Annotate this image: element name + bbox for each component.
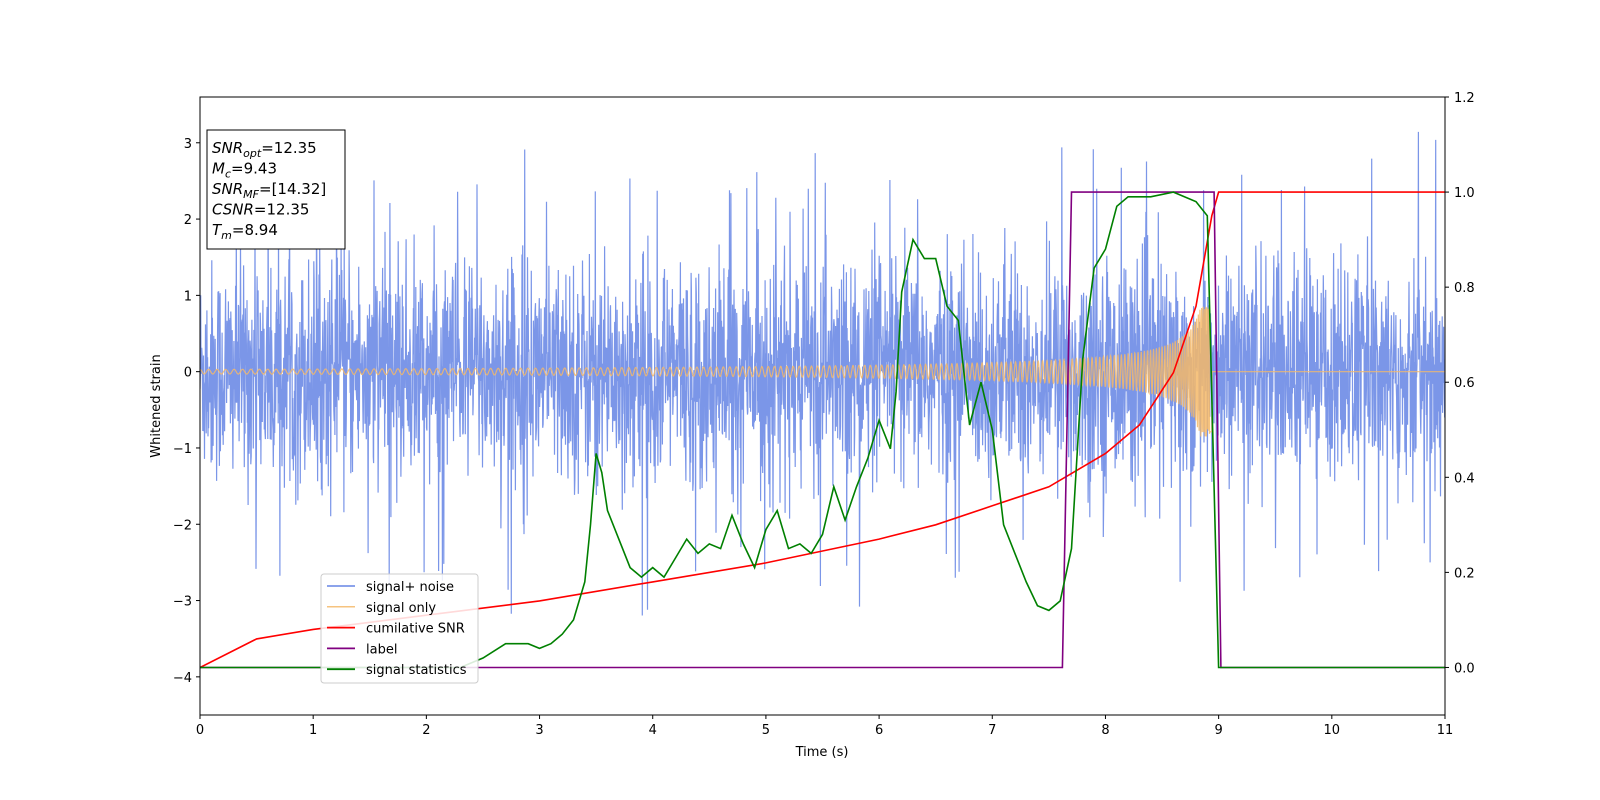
- y-tick-label: −1: [173, 442, 192, 457]
- y2-tick-label: 0.4: [1454, 471, 1475, 486]
- legend-label: signal+ noise: [366, 580, 454, 595]
- info-box-value: =9.43: [231, 160, 277, 178]
- x-tick-label: 11: [1437, 723, 1454, 738]
- x-axis: 0 1 2 3 4 5 6 7 8 9 10 11: [196, 715, 1453, 738]
- info-box-subscript: m: [221, 229, 232, 242]
- info-box-value: =[14.32]: [259, 180, 326, 198]
- info-box-symbol: SNR: [212, 180, 243, 198]
- y2-tick-label: 0.2: [1454, 566, 1475, 581]
- x-tick-label: 5: [762, 723, 770, 738]
- y-tick-label: −2: [173, 518, 192, 533]
- y-tick-label: 3: [184, 137, 192, 152]
- info-box-symbol: CSNR: [212, 201, 254, 219]
- series-signal-statistics-line: [200, 191, 1445, 669]
- info-box-symbol: SNR: [212, 139, 243, 157]
- info-box-value: =8.94: [232, 221, 278, 239]
- y-tick-label: −4: [173, 671, 192, 686]
- x-tick-label: 4: [649, 723, 657, 738]
- legend-label: signal statistics: [366, 663, 467, 678]
- legend-label: label: [366, 642, 397, 657]
- y2-tick-label: 0.0: [1454, 661, 1475, 676]
- y-axis-left: 3 2 1 0 −1 −2 −3 −4: [173, 137, 200, 686]
- y2-tick-label: 1.2: [1454, 91, 1475, 106]
- info-box-subscript: opt: [243, 147, 262, 160]
- y-tick-label: −3: [173, 595, 192, 610]
- info-box-symbol: T: [212, 221, 223, 239]
- legend: signal+ noise signal only cumilative SNR la…: [320, 573, 479, 684]
- info-box-frame: [206, 129, 346, 250]
- info-box-text: SNRopt=12.35 Mc=9.43 SNRMF=[14.32] CSNR=12.…: [212, 139, 326, 242]
- info-box-value: =12.35: [261, 139, 317, 157]
- legend-label: cumilative SNR: [366, 622, 465, 637]
- y-tick-label: 1: [184, 289, 192, 304]
- plot-frame: [199, 96, 1446, 716]
- info-box-subscript: c: [225, 168, 231, 181]
- x-tick-label: 10: [1324, 723, 1341, 738]
- y-axis-right: 1.2 1.0 0.8 0.6 0.4 0.2 0.0: [1445, 91, 1475, 676]
- y2-tick-label: 0.8: [1454, 281, 1475, 296]
- y-tick-label: 0: [184, 366, 192, 381]
- x-tick-label: 3: [535, 723, 543, 738]
- x-tick-label: 2: [422, 723, 430, 738]
- legend-frame: [320, 573, 479, 684]
- x-tick-label: 7: [988, 723, 996, 738]
- info-box-value: =12.35: [254, 201, 310, 219]
- series-signal-noise-line: [200, 129, 1445, 616]
- x-tick-label: 6: [875, 723, 883, 738]
- y-axis-label: Whitened strain: [149, 354, 164, 457]
- y-tick-label: 2: [184, 213, 192, 228]
- x-tick-label: 1: [309, 723, 317, 738]
- x-tick-label: 0: [196, 723, 204, 738]
- legend-label: signal only: [366, 601, 436, 616]
- y2-tick-label: 1.0: [1454, 186, 1475, 201]
- info-box-subscript: MF: [243, 188, 259, 201]
- y2-tick-label: 0.6: [1454, 376, 1475, 391]
- info-box-symbol: M: [212, 160, 225, 178]
- info-box: SNRopt=12.35 Mc=9.43 SNRMF=[14.32] CSNR=12.…: [206, 129, 346, 250]
- x-axis-label: Time (s): [795, 745, 849, 760]
- series-signal-only-line: [200, 306, 1445, 437]
- x-tick-label: 8: [1101, 723, 1109, 738]
- x-tick-label: 9: [1214, 723, 1222, 738]
